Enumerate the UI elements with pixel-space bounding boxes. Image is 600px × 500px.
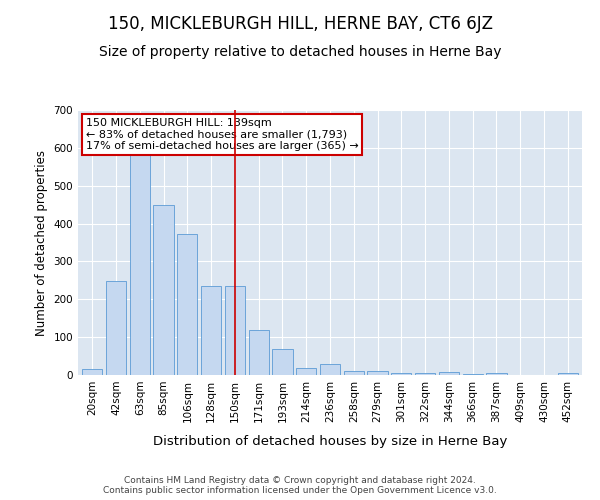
Bar <box>130 152 150 375</box>
Bar <box>415 373 435 375</box>
Y-axis label: Number of detached properties: Number of detached properties <box>35 150 48 336</box>
Bar <box>463 374 483 375</box>
Bar <box>177 234 197 375</box>
Bar <box>201 286 221 375</box>
Bar <box>557 373 578 375</box>
Bar <box>272 350 293 375</box>
Text: Contains HM Land Registry data © Crown copyright and database right 2024.
Contai: Contains HM Land Registry data © Crown c… <box>103 476 497 495</box>
Text: 150, MICKLEBURGH HILL, HERNE BAY, CT6 6JZ: 150, MICKLEBURGH HILL, HERNE BAY, CT6 6J… <box>107 15 493 33</box>
Text: 150 MICKLEBURGH HILL: 139sqm
← 83% of detached houses are smaller (1,793)
17% of: 150 MICKLEBURGH HILL: 139sqm ← 83% of de… <box>86 118 358 151</box>
Bar <box>439 372 459 375</box>
Bar <box>367 371 388 375</box>
Bar <box>320 364 340 375</box>
Bar <box>487 372 506 375</box>
Text: Size of property relative to detached houses in Herne Bay: Size of property relative to detached ho… <box>99 45 501 59</box>
Bar <box>82 370 103 375</box>
Bar <box>248 330 269 375</box>
Bar <box>106 281 126 375</box>
Bar <box>225 286 245 375</box>
Bar <box>344 371 364 375</box>
Text: Distribution of detached houses by size in Herne Bay: Distribution of detached houses by size … <box>153 435 507 448</box>
Bar <box>391 373 412 375</box>
Bar <box>154 206 173 375</box>
Bar <box>296 368 316 375</box>
